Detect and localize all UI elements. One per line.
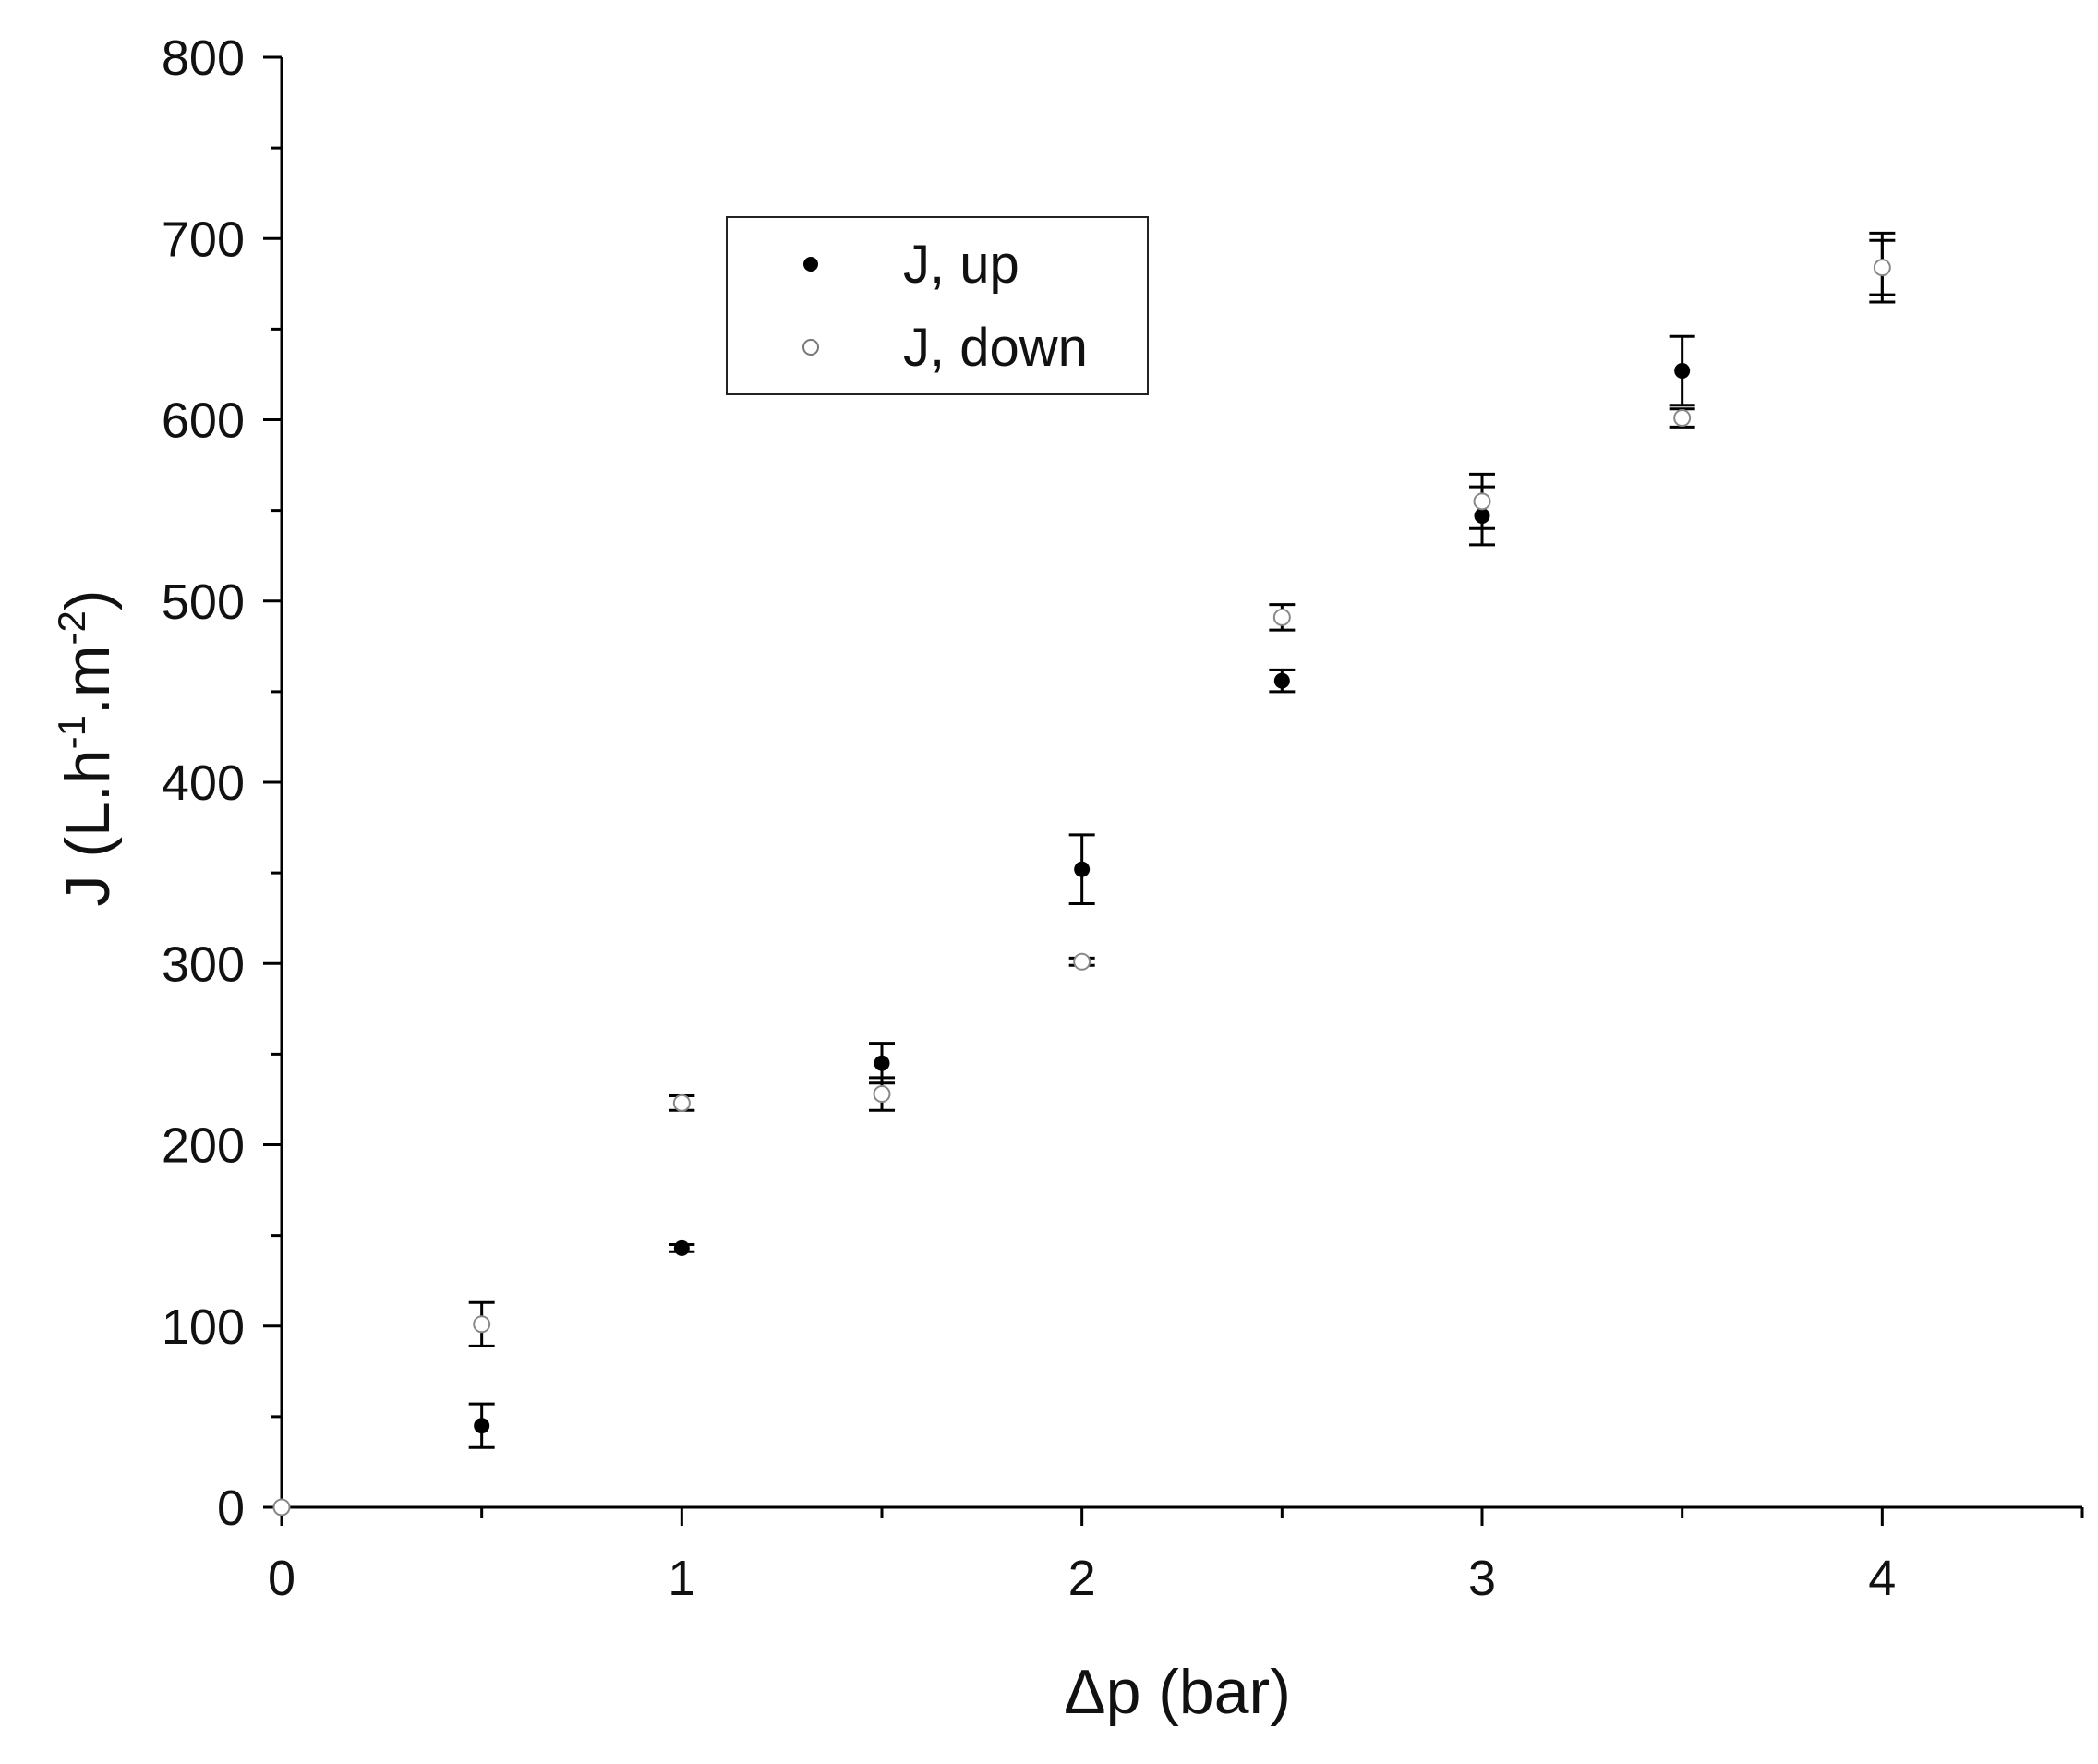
legend-label-up: J, up <box>903 235 1019 295</box>
data-point-down <box>473 1315 491 1334</box>
data-point-up <box>874 1055 890 1071</box>
y-tick-label: 400 <box>162 755 245 811</box>
data-point-down <box>873 1085 891 1104</box>
x-tick-label: 0 <box>268 1551 295 1606</box>
legend-marker-up <box>803 257 818 272</box>
data-point-up <box>673 1239 690 1256</box>
legend: J, up J, down <box>726 216 1149 395</box>
legend-marker-down <box>802 339 819 356</box>
y-tick-label: 700 <box>162 211 245 267</box>
y-tick-label: 100 <box>162 1299 245 1355</box>
series-layer <box>272 231 1896 1516</box>
data-point-down <box>672 1093 691 1112</box>
x-tick-label: 3 <box>1468 1551 1496 1606</box>
data-point-down <box>1473 492 1491 511</box>
y-tick-label: 500 <box>162 574 245 630</box>
y-tick-label: 300 <box>162 936 245 992</box>
y-tick-label: 800 <box>162 30 245 86</box>
ticks: 0 1 2 3 4 0 100 200 300 400 500 600 700 800 <box>162 30 2084 1606</box>
data-point-up <box>1674 363 1691 380</box>
x-tick-label: 1 <box>668 1551 695 1606</box>
x-tick-label: 4 <box>1868 1551 1896 1606</box>
y-axis-title-main: J (L.h <box>53 749 123 906</box>
data-point-down <box>1873 259 1891 277</box>
data-point-up <box>1074 861 1091 877</box>
series-1 <box>272 231 1896 1516</box>
series-0 <box>273 238 1896 1516</box>
data-point-up <box>1273 672 1290 689</box>
x-axis-title: Δp (bar) <box>1064 1657 1291 1727</box>
legend-label-down: J, down <box>903 318 1088 378</box>
data-point-down <box>1272 608 1291 626</box>
y-axis-title-sup1: -1 <box>50 715 93 749</box>
data-point-up <box>474 1418 490 1434</box>
y-axis-title-mid: .m <box>53 646 123 716</box>
y-axis-title: J (L.h-1.m-2) <box>50 590 123 907</box>
y-axis-title-sup2: -2 <box>50 610 93 645</box>
axes <box>280 57 2082 1509</box>
data-point-down <box>1673 409 1692 428</box>
legend-box <box>726 216 1149 395</box>
x-tick-label: 2 <box>1068 1551 1096 1606</box>
y-tick-label: 0 <box>217 1480 245 1536</box>
data-point-down <box>1073 952 1091 971</box>
y-tick-label: 600 <box>162 393 245 449</box>
y-tick-label: 200 <box>162 1118 245 1174</box>
y-axis-title-end: ) <box>53 590 123 611</box>
data-point-down <box>272 1498 291 1516</box>
